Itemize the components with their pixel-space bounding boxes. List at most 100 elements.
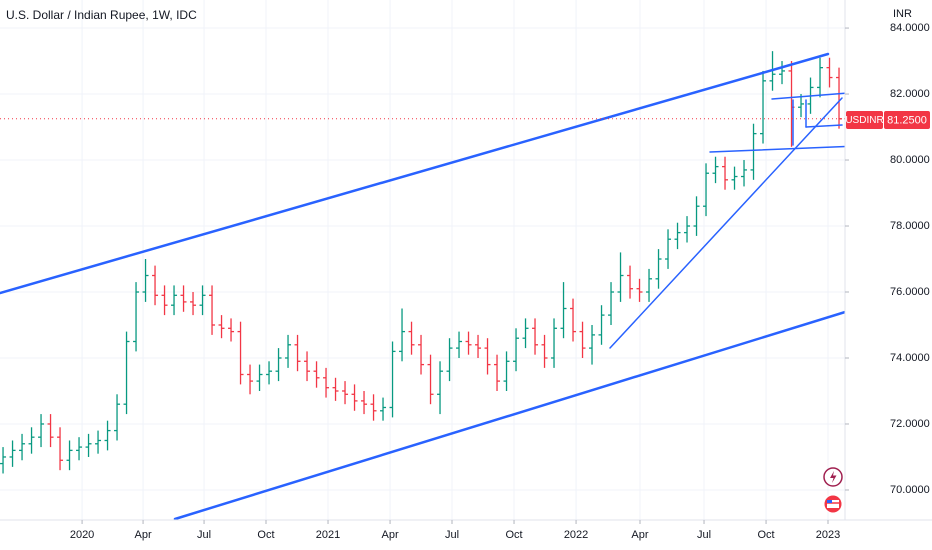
y-tick-label: 84.0000 bbox=[890, 22, 930, 34]
ohlc-bar bbox=[427, 354, 434, 405]
ohlc-bar bbox=[66, 440, 73, 471]
ohlc-bar bbox=[418, 334, 425, 375]
ohlc-bar bbox=[133, 282, 140, 352]
price-tag-label: 81.2500 bbox=[887, 114, 927, 126]
ohlc-bar bbox=[560, 282, 567, 339]
y-tick-label: 82.0000 bbox=[890, 88, 930, 100]
ohlc-bar bbox=[104, 420, 111, 451]
x-tick-label: Jul bbox=[697, 529, 711, 541]
x-tick-label: Apr bbox=[381, 529, 398, 541]
symbol-tag-box bbox=[846, 111, 883, 129]
ohlc-bar bbox=[85, 433, 92, 457]
ohlc-bar bbox=[304, 351, 311, 382]
ohlc-bar bbox=[760, 70, 767, 144]
ohlc-bar bbox=[741, 160, 748, 187]
ohlc-bar bbox=[294, 334, 301, 372]
ohlc-bar bbox=[47, 414, 54, 448]
ohlc-bar bbox=[190, 292, 197, 316]
ohlc-bar bbox=[161, 285, 168, 316]
ohlc-bar bbox=[209, 285, 216, 335]
y-tick-label: 80.0000 bbox=[890, 154, 930, 166]
ohlc-bar bbox=[693, 196, 700, 236]
x-tick-label: 2021 bbox=[316, 529, 340, 541]
y-tick-label: 78.0000 bbox=[890, 220, 930, 232]
ohlc-bar bbox=[722, 156, 729, 190]
ohlc-bar bbox=[551, 318, 558, 368]
symbol-tag: USDINR bbox=[845, 115, 883, 126]
ohlc-bar bbox=[342, 381, 349, 405]
ohlc-bar bbox=[665, 229, 672, 269]
ohlc-bar bbox=[399, 308, 406, 362]
rising-trend-line bbox=[609, 97, 843, 349]
ohlc-bar bbox=[570, 298, 577, 342]
ohlc-bar bbox=[532, 318, 539, 355]
ohlc-bar bbox=[598, 305, 605, 345]
ohlc-bar bbox=[114, 394, 121, 441]
ohlc-bar bbox=[389, 341, 396, 418]
ohlc-bar bbox=[484, 338, 491, 375]
ohlc-bar bbox=[380, 397, 387, 421]
ohlc-bar bbox=[684, 216, 691, 243]
ohlc-bar bbox=[674, 222, 681, 250]
y-axis-background bbox=[845, 0, 932, 520]
ohlc-bar bbox=[655, 249, 662, 289]
x-tick-label: 2022 bbox=[564, 529, 588, 541]
ohlc-bar bbox=[171, 285, 178, 316]
x-tick-label: Oct bbox=[505, 529, 522, 541]
event-icons bbox=[823, 467, 843, 514]
ohlc-bar bbox=[750, 123, 757, 180]
support-line bbox=[709, 145, 859, 153]
ohlc-bar bbox=[123, 331, 130, 415]
ohlc-bar bbox=[475, 334, 482, 358]
ohlc-bar bbox=[313, 361, 320, 388]
ohlc-bar bbox=[712, 156, 719, 184]
bars bbox=[0, 51, 843, 474]
wedge-bottom-line bbox=[805, 124, 843, 128]
ohlc-bar bbox=[817, 57, 824, 98]
ohlc-bar bbox=[266, 361, 273, 385]
ohlc-bar bbox=[579, 321, 586, 358]
x-tick-label: Oct bbox=[757, 529, 774, 541]
ohlc-bar bbox=[731, 166, 738, 190]
flag-glyph bbox=[827, 500, 839, 508]
upper-channel-line bbox=[0, 52, 830, 295]
ohlc-bar bbox=[456, 331, 463, 358]
ohlc-bar bbox=[437, 361, 444, 415]
ohlc-bar bbox=[256, 364, 263, 391]
ohlc-bar bbox=[228, 318, 235, 342]
ohlc-bar bbox=[199, 285, 206, 316]
ohlc-bar bbox=[28, 427, 35, 454]
ohlc-bar bbox=[465, 331, 472, 355]
grid bbox=[0, 0, 845, 520]
ohlc-bar bbox=[617, 252, 624, 302]
ohlc-bar bbox=[152, 265, 159, 306]
price-tag-box bbox=[884, 111, 930, 129]
x-tick-label: 2023 bbox=[816, 529, 840, 541]
ohlc-bar bbox=[408, 321, 415, 355]
ohlc-bar bbox=[351, 384, 358, 411]
ohlc-bar bbox=[589, 325, 596, 365]
ohlc-bar bbox=[95, 430, 102, 454]
ohlc-bar bbox=[19, 433, 26, 461]
ohlc-bar bbox=[38, 414, 45, 448]
price-tag: USDINR 81.2500 bbox=[845, 111, 930, 129]
ohlc-bar bbox=[361, 390, 368, 415]
x-tick-label: Jul bbox=[197, 529, 211, 541]
chart-title: U.S. Dollar / Indian Rupee, 1W, IDC bbox=[6, 8, 197, 22]
ohlc-bar bbox=[247, 364, 254, 395]
ohlc-bar bbox=[237, 321, 244, 385]
ohlc-bar bbox=[9, 440, 16, 467]
x-tick-label: Oct bbox=[257, 529, 274, 541]
ohlc-bar bbox=[513, 328, 520, 372]
ohlc-bar bbox=[180, 285, 187, 312]
x-tick-label: Apr bbox=[135, 529, 152, 541]
lower-channel-line bbox=[173, 298, 886, 521]
ohlc-bar bbox=[798, 94, 805, 118]
ohlc-bar bbox=[275, 348, 282, 382]
ohlc-bar bbox=[608, 282, 615, 325]
wedge-top-line bbox=[771, 92, 849, 100]
ohlc-bar bbox=[826, 57, 833, 88]
ohlc-bar bbox=[779, 61, 786, 85]
